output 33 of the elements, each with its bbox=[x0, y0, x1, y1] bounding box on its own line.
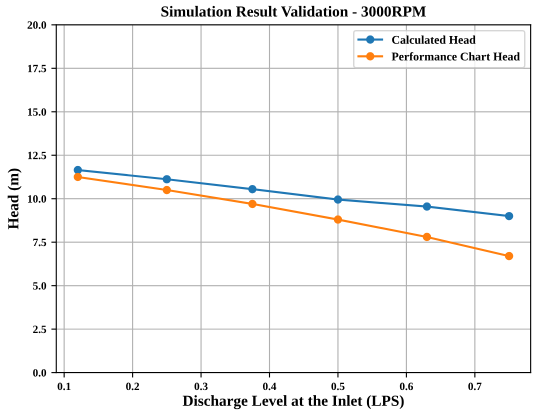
x-tick-label: 0.6 bbox=[400, 382, 414, 390]
x-tick-label: 0.2 bbox=[126, 382, 140, 390]
y-tick-label: 17.5 bbox=[28, 64, 46, 72]
chart-title: Simulation Result Validation - 3000RPM bbox=[161, 6, 426, 17]
y-axis-title: Head (m) bbox=[8, 168, 22, 230]
x-tick-label: 0.7 bbox=[468, 382, 482, 390]
point bbox=[162, 186, 171, 194]
y-tick-label: 2.5 bbox=[33, 326, 46, 334]
point bbox=[504, 252, 514, 260]
point bbox=[248, 184, 257, 194]
point bbox=[248, 200, 257, 208]
x-tick-label: 0.4 bbox=[262, 382, 276, 390]
legend-label: Performance Chart Head bbox=[392, 52, 520, 61]
x-tick-label: 0.1 bbox=[58, 382, 71, 390]
y-tick-label: 12.5 bbox=[28, 152, 46, 160]
y-tick-label: 0.0 bbox=[33, 369, 46, 377]
x-tick-label: 0.3 bbox=[194, 382, 208, 390]
point bbox=[74, 166, 82, 174]
point bbox=[504, 212, 514, 220]
point bbox=[162, 175, 171, 184]
point bbox=[422, 232, 432, 242]
y-tick-label: 15.0 bbox=[28, 108, 46, 116]
point bbox=[74, 172, 82, 182]
y-tick-label: 5.0 bbox=[33, 282, 46, 290]
x-tick-label: 0.5 bbox=[331, 382, 344, 390]
y-tick-label: 20.0 bbox=[28, 21, 46, 29]
point bbox=[334, 195, 342, 204]
point bbox=[334, 215, 342, 224]
point bbox=[422, 202, 432, 211]
y-tick-label: 7.5 bbox=[33, 238, 46, 246]
x-axis-title: Discharge Level at the Inlet (LPS) bbox=[182, 395, 404, 410]
y-tick-label: 10.0 bbox=[28, 195, 46, 203]
legend-label: Calculated Head bbox=[392, 36, 476, 44]
